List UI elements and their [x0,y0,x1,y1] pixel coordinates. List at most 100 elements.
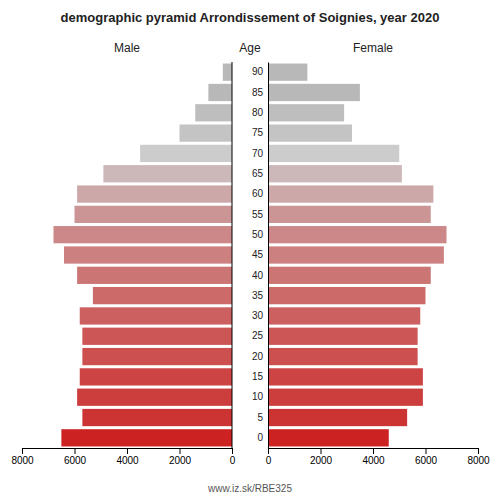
tick-label: 5 [257,412,263,423]
tick-label: 6000 [415,455,438,466]
tick-label: 6000 [64,455,87,466]
y-axis: 051015202530354045505560657075808590 [252,63,269,449]
tick: 40 [252,270,268,281]
panel-title: Female [353,41,393,55]
bar [103,165,232,182]
bar [268,64,307,81]
bars [268,64,447,447]
tick-label: 4000 [116,455,139,466]
tick: 85 [252,87,268,98]
bar [268,389,423,406]
tick: 15 [252,371,268,382]
tick: 0 [266,448,272,466]
bar [268,267,431,284]
tick-label: 65 [252,168,264,179]
tick: 4000 [116,448,139,466]
bar [268,368,423,385]
bar [80,368,232,385]
tick-label: 8000 [11,455,34,466]
tick: 4000 [362,448,385,466]
bars [54,64,233,447]
bar [268,145,399,162]
tick-label: 75 [252,127,264,138]
tick: 65 [252,168,268,179]
tick-label: 85 [252,87,264,98]
bar [82,409,232,426]
bar [268,104,344,121]
tick-label: 45 [252,249,264,260]
bar [268,124,352,141]
bar [208,84,232,101]
chart: demographic pyramid Arrondissement of So… [0,0,500,500]
tick: 90 [252,66,268,77]
bar [268,185,433,202]
source: www.iz.sk/RBE325 [207,483,292,494]
tick: 30 [252,310,268,321]
tick-label: 2000 [169,455,192,466]
tick-mark [478,448,479,454]
bar [180,124,233,141]
tick-mark [268,448,269,454]
tick-mark [426,448,427,454]
tick: 8000 [467,448,490,466]
tick-mark [232,448,233,454]
tick-mark [127,448,128,454]
bar [77,267,232,284]
tick: 55 [252,209,268,220]
tick: 10 [252,391,268,402]
bar [268,165,402,182]
tick-mark [321,448,322,454]
tick-label: 20 [252,351,264,362]
tick: 20 [252,351,268,362]
x-axis: 0 2000 4000 6000 8000 [11,448,235,466]
bar [61,429,232,446]
tick: 8000 [11,448,34,466]
panel-title: Male [114,41,140,55]
axis-line [269,449,479,455]
bar [195,104,232,121]
tick-label: 90 [252,66,264,77]
tick-mark [75,448,76,454]
tick-label: 0 [257,432,263,443]
bar [93,287,232,304]
tick-label: 30 [252,310,264,321]
axis-line [23,449,233,455]
tick: 80 [252,107,268,118]
bar [268,348,418,365]
bar [77,185,232,202]
tick-label: 50 [252,229,264,240]
tick-label: 0 [266,455,272,466]
tick-label: 60 [252,188,264,199]
tick: 75 [252,127,268,138]
tick-label: 40 [252,270,264,281]
bar [268,328,418,345]
tick: 50 [252,229,268,240]
bar [268,409,407,426]
axis-title: Age [239,41,261,55]
tick: 25 [252,330,268,341]
tick: 5 [257,412,268,423]
tick-label: 55 [252,209,264,220]
bar [268,429,389,446]
tick-mark [373,448,374,454]
tick-label: 8000 [467,455,490,466]
tick: 35 [252,290,268,301]
tick: 2000 [310,448,333,466]
tick: 60 [252,188,268,199]
axis-line [268,63,269,449]
tick-label: 80 [252,107,264,118]
bar [268,206,431,223]
tick-label: 0 [230,455,236,466]
bar [268,307,420,324]
bar [82,348,232,365]
bar [64,246,232,263]
bar [54,226,233,243]
tick: 0 [257,432,268,443]
tick-label: 4000 [362,455,385,466]
x-axis: 0 2000 4000 6000 8000 [266,448,490,466]
bar [268,246,444,263]
bar [268,226,447,243]
tick-mark [180,448,181,454]
tick: 2000 [169,448,192,466]
tick-label: 10 [252,391,264,402]
